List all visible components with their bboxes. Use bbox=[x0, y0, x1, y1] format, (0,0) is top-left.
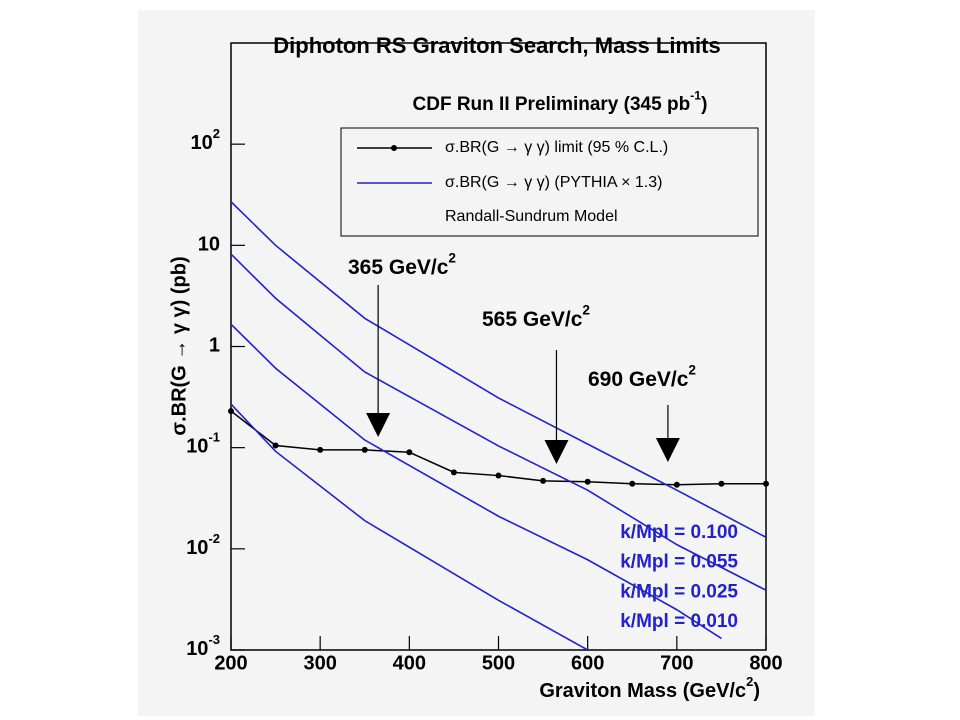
legend-box bbox=[340, 127, 759, 237]
panel bbox=[138, 10, 815, 716]
y-tick-label-main: 10 bbox=[186, 436, 208, 458]
y-tick-label: 10 bbox=[198, 234, 220, 256]
series-line bbox=[231, 323, 722, 640]
series-marker bbox=[406, 449, 413, 456]
annotation-sup: 2 bbox=[688, 362, 696, 377]
annotation-main: 365 GeV/c bbox=[348, 256, 449, 279]
subtitle-main: CDF Run II Preliminary (345 pb bbox=[413, 94, 691, 115]
y-tick-label-main: 1 bbox=[209, 335, 220, 357]
annotation-arrowhead bbox=[655, 438, 680, 462]
series-line bbox=[231, 253, 766, 591]
legend-header: Randall-Sundrum Model bbox=[445, 208, 618, 225]
x-tick-label: 500 bbox=[482, 652, 515, 674]
x-tick-label: 400 bbox=[393, 652, 426, 674]
series-marker bbox=[361, 446, 368, 453]
annotation-sup: 2 bbox=[448, 250, 456, 265]
y-tick-label-main: 10 bbox=[191, 132, 213, 154]
y-tick-label: 10-2 bbox=[186, 531, 220, 559]
curve-label: k/Mpl = 0.055 bbox=[620, 552, 738, 573]
x-tick-label: 600 bbox=[571, 652, 604, 674]
curve-label: k/Mpl = 0.100 bbox=[620, 522, 738, 543]
legend-label: σ.BR(G → γ γ) (PYTHIA × 1.3) bbox=[445, 174, 662, 191]
y-tick-label: 102 bbox=[191, 127, 220, 155]
series-marker bbox=[718, 480, 725, 487]
y-tick-label: 10-1 bbox=[186, 430, 220, 458]
annotation-arrowhead bbox=[544, 440, 569, 464]
annotation-arrowhead bbox=[366, 413, 391, 437]
x-axis-label-main: Graviton Mass (GeV/c bbox=[539, 680, 746, 702]
x-tick-label: 200 bbox=[214, 652, 247, 674]
y-tick-label-main: 10 bbox=[198, 234, 220, 256]
annotation: 365 GeV/c2 bbox=[348, 250, 456, 278]
x-tick-label: 700 bbox=[660, 652, 693, 674]
series-marker bbox=[584, 478, 591, 485]
series-marker bbox=[763, 480, 769, 487]
annotation: 565 GeV/c2 bbox=[482, 302, 590, 330]
series-line bbox=[231, 201, 766, 539]
subtitle: CDF Run II Preliminary (345 pb-1) bbox=[413, 89, 708, 115]
legend-marker bbox=[391, 145, 397, 151]
x-tick-label: 300 bbox=[303, 652, 336, 674]
series-marker bbox=[272, 442, 279, 449]
subtitle-tail: ) bbox=[701, 94, 707, 115]
series-line bbox=[231, 403, 589, 650]
y-tick-label: 10-3 bbox=[186, 632, 220, 660]
y-tick-label-sup: 2 bbox=[213, 127, 220, 142]
y-tick-label-sup: -2 bbox=[208, 531, 220, 546]
series-marker bbox=[540, 477, 547, 484]
y-tick-label: 1 bbox=[209, 335, 220, 357]
y-tick-label-main: 10 bbox=[186, 537, 208, 559]
series-marker bbox=[450, 469, 457, 476]
curve-label: k/Mpl = 0.025 bbox=[620, 581, 738, 602]
x-axis-label-tail: ) bbox=[753, 680, 760, 702]
y-tick-label-main: 10 bbox=[186, 638, 208, 660]
series-marker bbox=[673, 481, 680, 488]
chart-title: Diphoton RS Graviton Search, Mass Limits bbox=[273, 33, 720, 58]
x-axis-label: Graviton Mass (GeV/c2) bbox=[539, 674, 760, 702]
series-marker bbox=[317, 446, 324, 453]
annotation-main: 690 GeV/c bbox=[588, 368, 689, 391]
annotation-sup: 2 bbox=[582, 302, 590, 317]
y-tick-label-sup: -1 bbox=[208, 430, 220, 445]
y-tick-label-sup: -3 bbox=[208, 632, 220, 647]
series-marker bbox=[629, 480, 636, 487]
legend-label: σ.BR(G → γ γ) limit (95 % C.L.) bbox=[445, 139, 668, 156]
x-axis-label-sup: 2 bbox=[746, 674, 753, 689]
series-marker bbox=[495, 472, 502, 479]
curve-label: k/Mpl = 0.010 bbox=[620, 611, 738, 632]
series-marker bbox=[228, 408, 234, 415]
y-axis-label: σ.BR(G → γ γ) (pb) bbox=[168, 256, 190, 435]
subtitle-sup: -1 bbox=[690, 89, 701, 103]
annotation: 690 GeV/c2 bbox=[588, 362, 696, 390]
x-tick-label: 800 bbox=[749, 652, 782, 674]
annotation-main: 565 GeV/c bbox=[482, 308, 583, 331]
